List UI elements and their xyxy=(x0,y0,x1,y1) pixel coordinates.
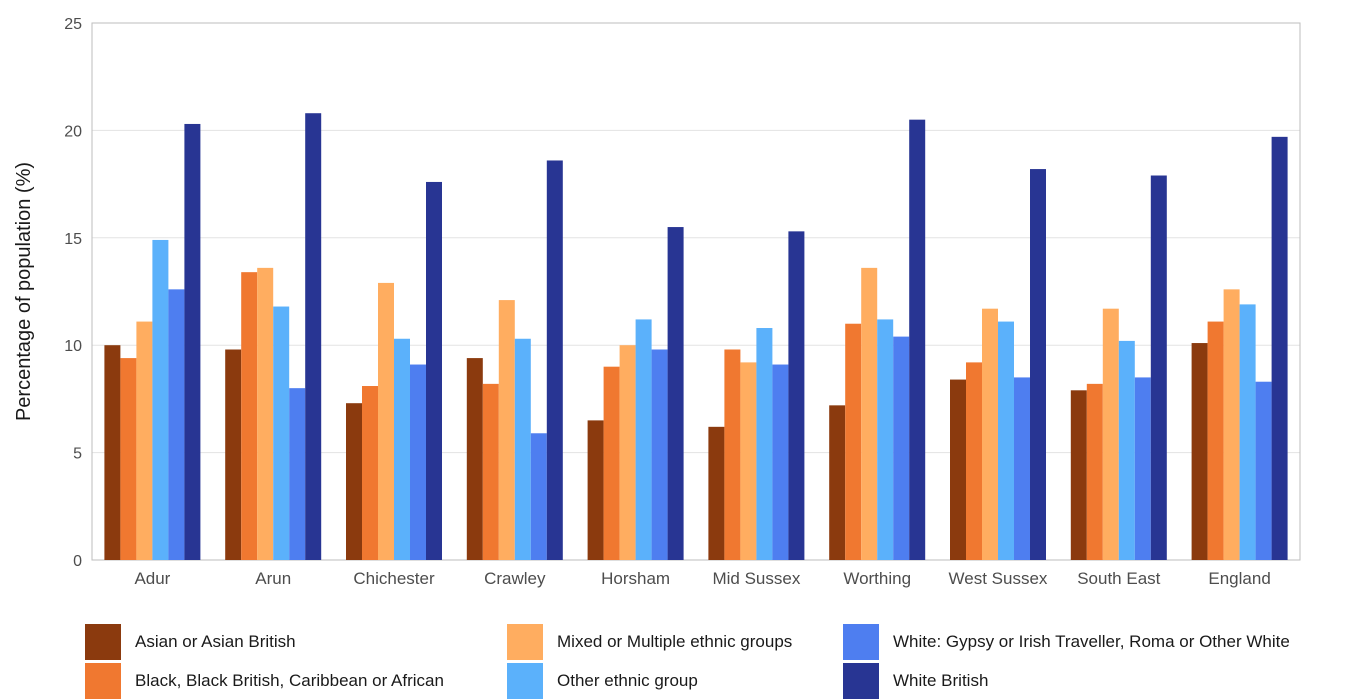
bar xyxy=(514,338,531,560)
bar xyxy=(651,349,668,560)
bar-chart: 0 5 10 15 20 25 Adur Arun Chichester Crawley Horsh… xyxy=(13,16,1301,588)
bar xyxy=(1134,377,1151,560)
legend-item: Mixed or Multiple ethnic groups xyxy=(507,624,792,660)
bar xyxy=(257,267,274,560)
y-axis-label: Percentage of population (%) xyxy=(13,162,35,421)
bar xyxy=(1191,343,1208,560)
legend-label: Mixed or Multiple ethnic groups xyxy=(557,632,793,651)
bar xyxy=(225,349,242,560)
bar xyxy=(1223,289,1240,560)
bar xyxy=(603,366,620,560)
x-tick-label: Adur xyxy=(134,569,170,588)
bar xyxy=(410,364,426,560)
bar xyxy=(1255,381,1272,560)
bar xyxy=(845,323,862,560)
x-tick-label: West Sussex xyxy=(949,569,1048,588)
bar xyxy=(667,227,684,560)
legend-item: Asian or Asian British xyxy=(85,624,296,660)
bar xyxy=(1207,321,1224,560)
bar xyxy=(136,321,153,560)
y-tick-label: 0 xyxy=(73,553,82,570)
y-tick-label: 20 xyxy=(64,123,82,140)
bar xyxy=(1070,390,1087,560)
legend-label: White British xyxy=(893,671,989,690)
bar xyxy=(619,345,636,560)
legend-swatch xyxy=(843,624,879,660)
bar xyxy=(998,321,1014,560)
bar xyxy=(1086,383,1103,560)
bar xyxy=(394,338,410,560)
bar xyxy=(587,420,604,560)
bar xyxy=(829,405,846,560)
x-tick-label: Worthing xyxy=(843,569,911,588)
bar xyxy=(1030,169,1046,560)
legend-item: Black, Black British, Caribbean or Afric… xyxy=(85,663,444,699)
bar xyxy=(893,336,910,560)
bar xyxy=(1150,175,1167,560)
legend-label: Asian or Asian British xyxy=(135,632,296,651)
bar xyxy=(1014,377,1030,560)
bar xyxy=(168,289,185,560)
x-tick-label: Horsham xyxy=(601,569,670,588)
bar xyxy=(482,383,499,560)
bar xyxy=(466,358,483,560)
bar xyxy=(426,181,442,560)
legend-label: White: Gypsy or Irish Traveller, Roma or… xyxy=(893,632,1290,651)
bar xyxy=(1271,136,1288,560)
legend-item: White British xyxy=(843,663,988,699)
bar xyxy=(152,239,169,560)
bar xyxy=(273,306,290,560)
bar xyxy=(378,282,394,560)
bar xyxy=(498,300,515,560)
bar xyxy=(289,388,306,560)
bar xyxy=(241,272,258,560)
legend-item: Other ethnic group xyxy=(507,663,698,699)
bar xyxy=(966,362,982,560)
bar xyxy=(346,403,362,560)
x-tick-label: England xyxy=(1208,569,1270,588)
y-tick-label: 15 xyxy=(64,231,82,248)
legend-swatch xyxy=(843,663,879,699)
x-tick-label: Chichester xyxy=(353,569,435,588)
bar xyxy=(788,231,805,560)
bar xyxy=(1239,304,1256,560)
bar xyxy=(635,319,652,560)
bar xyxy=(530,433,547,560)
bar xyxy=(909,119,926,560)
bar xyxy=(982,308,998,560)
x-tick-label: Mid Sussex xyxy=(712,569,800,588)
bar xyxy=(740,362,757,560)
bar xyxy=(708,426,725,560)
bar xyxy=(305,113,322,560)
legend-swatch xyxy=(85,624,121,660)
bar xyxy=(362,386,378,560)
legend-item: White: Gypsy or Irish Traveller, Roma or… xyxy=(843,624,1290,660)
y-tick-label: 10 xyxy=(64,338,82,355)
x-tick-label: Crawley xyxy=(484,569,546,588)
x-tick-label: Arun xyxy=(255,569,291,588)
bar xyxy=(861,267,878,560)
bar xyxy=(724,349,741,560)
bar xyxy=(756,328,773,560)
plot-frame xyxy=(91,22,1301,561)
y-tick-label: 5 xyxy=(73,446,82,463)
bar xyxy=(184,123,201,561)
bar xyxy=(772,364,789,560)
bar xyxy=(877,319,894,560)
legend-swatch xyxy=(85,663,121,699)
y-tick-label: 25 xyxy=(64,16,82,33)
bar xyxy=(120,358,137,560)
legend-label: Black, Black British, Caribbean or Afric… xyxy=(135,671,444,690)
bar xyxy=(1118,340,1135,560)
bar xyxy=(950,379,966,560)
bar xyxy=(104,345,121,560)
bar xyxy=(546,160,563,561)
x-tick-label: South East xyxy=(1077,569,1160,588)
legend-label: Other ethnic group xyxy=(557,671,698,690)
legend: Asian or Asian British Black, Black Briti… xyxy=(0,620,1353,699)
legend-swatch xyxy=(507,624,543,660)
bar xyxy=(1102,308,1119,560)
legend-swatch xyxy=(507,663,543,699)
